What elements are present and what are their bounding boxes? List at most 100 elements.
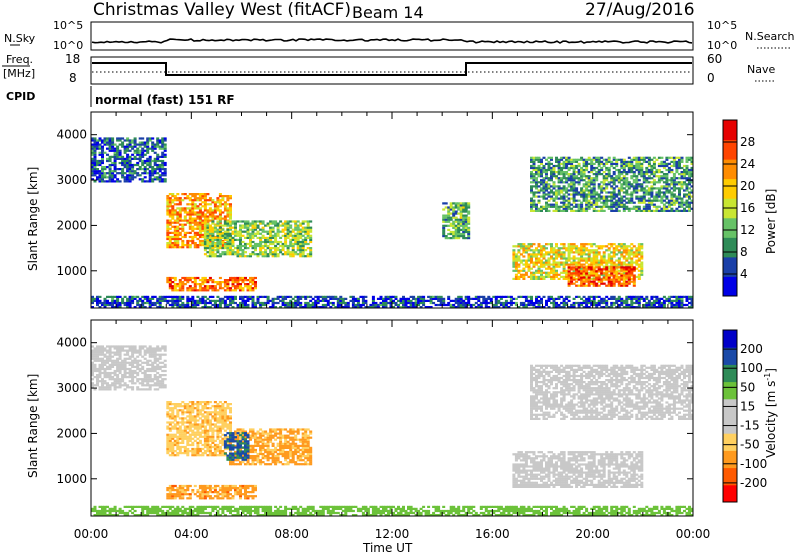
power-cell xyxy=(572,175,576,178)
power-cell xyxy=(557,277,561,280)
power-cell xyxy=(191,205,195,208)
power-cell xyxy=(203,221,207,224)
power-cell xyxy=(615,247,619,250)
power-cell xyxy=(602,201,606,204)
power-cell xyxy=(467,228,471,231)
power-cell xyxy=(251,289,255,292)
power-cell xyxy=(151,168,155,171)
power-cell xyxy=(231,301,235,305)
power-cell xyxy=(208,242,212,246)
power-cell xyxy=(637,247,641,250)
power-cell xyxy=(269,240,273,244)
power-cell xyxy=(622,179,626,182)
power-cell xyxy=(276,230,280,233)
power-cell xyxy=(452,222,456,225)
power-cell xyxy=(91,143,94,146)
power-cell xyxy=(178,231,182,234)
power-cell xyxy=(196,211,200,214)
power-cell xyxy=(477,306,481,309)
power-cell xyxy=(467,220,471,223)
power-cell xyxy=(384,299,388,302)
power-cell xyxy=(259,295,263,298)
power-cell xyxy=(193,289,197,292)
power-cell xyxy=(306,301,310,305)
nsky-series-line xyxy=(91,38,693,44)
power-cell xyxy=(530,249,533,252)
power-cell xyxy=(512,269,516,272)
power-cell xyxy=(570,185,574,188)
power-cell xyxy=(625,205,629,208)
power-cell xyxy=(622,243,626,246)
power-cell xyxy=(592,189,596,192)
power-cell xyxy=(361,295,365,298)
power-cell xyxy=(256,220,260,223)
power-cell xyxy=(264,240,268,244)
power-cell xyxy=(294,242,298,246)
power-cell xyxy=(555,209,558,212)
power-cell xyxy=(662,177,666,180)
power-cell xyxy=(650,166,654,170)
power-cell xyxy=(590,181,594,184)
power-cell xyxy=(685,164,689,168)
power-cell xyxy=(379,301,383,305)
power-cell xyxy=(524,263,528,266)
power-colorbar-tick-label: 8 xyxy=(740,245,748,259)
power-cell xyxy=(537,164,541,168)
power-cell xyxy=(535,166,538,170)
power-cell xyxy=(530,173,533,176)
power-cell xyxy=(607,183,611,186)
power-cell xyxy=(522,255,526,258)
power-cell xyxy=(291,253,295,256)
power-cell xyxy=(547,209,551,212)
power-cell xyxy=(259,238,263,241)
power-cell xyxy=(530,303,533,307)
power-cell xyxy=(575,277,579,280)
power-cell xyxy=(183,193,187,196)
power-cell xyxy=(462,306,466,309)
power-cell xyxy=(108,166,112,169)
power-cell xyxy=(683,207,686,210)
power-cell xyxy=(454,235,458,238)
power-cell xyxy=(226,238,230,241)
power-cell xyxy=(560,168,564,172)
power-cell xyxy=(218,306,222,309)
power-cell xyxy=(675,181,679,184)
y-tick-label: 1000 xyxy=(56,264,87,278)
power-cell xyxy=(607,306,611,309)
power-cell xyxy=(239,249,242,252)
power-cell xyxy=(542,179,546,182)
power-cell xyxy=(143,306,147,309)
power-cell xyxy=(229,222,232,225)
power-cell xyxy=(645,203,649,206)
power-cell xyxy=(208,207,212,210)
power-cell xyxy=(151,166,155,169)
power-cell xyxy=(226,285,230,288)
power-cell xyxy=(494,299,498,302)
power-cell xyxy=(459,222,463,225)
power-cell xyxy=(291,228,295,231)
power-cell xyxy=(186,211,190,214)
nsky-label: N.Sky xyxy=(4,32,36,45)
power-cell xyxy=(289,234,293,237)
power-cell xyxy=(535,179,538,182)
power-cell xyxy=(216,201,220,204)
power-cell xyxy=(484,299,488,302)
power-cell xyxy=(229,197,232,200)
power-cell xyxy=(218,223,222,226)
power-cell xyxy=(226,203,230,206)
power-cell xyxy=(630,295,634,298)
power-cell xyxy=(660,201,664,204)
power-cell xyxy=(612,195,616,198)
power-cell xyxy=(259,303,263,307)
power-cell xyxy=(680,177,684,180)
power-cell xyxy=(632,164,636,168)
power-cell xyxy=(261,222,265,225)
power-cell xyxy=(587,203,591,206)
power-cell xyxy=(632,251,636,254)
power-cell xyxy=(492,306,496,309)
power-cell xyxy=(683,203,686,206)
power-cell xyxy=(612,179,616,182)
power-cell xyxy=(123,163,127,167)
power-cell xyxy=(131,297,135,300)
power-cell xyxy=(514,265,518,268)
